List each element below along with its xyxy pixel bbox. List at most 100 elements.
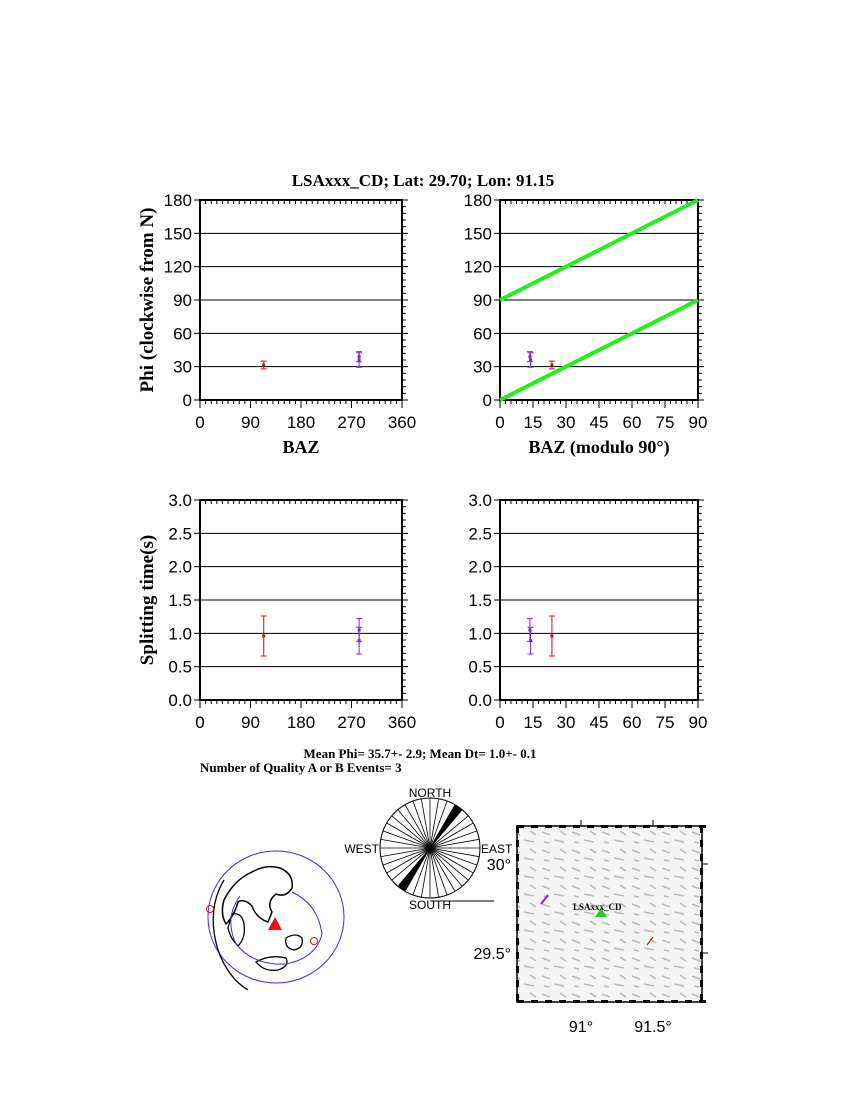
- x-tick-label: 180: [287, 413, 315, 432]
- data-point: [262, 634, 266, 638]
- x-tick-label: 0: [195, 713, 204, 732]
- station-label: LSAxxx_CD: [573, 902, 622, 912]
- station-marker: [268, 917, 282, 930]
- relief-background: [517, 826, 702, 1002]
- rose-diagram: NORTH SOUTH EAST WEST: [344, 786, 513, 912]
- event-marker: [206, 905, 214, 913]
- y-axis-label: Splitting time(s): [137, 535, 158, 665]
- data-point: [550, 363, 554, 367]
- x-tick-label: 180: [287, 713, 315, 732]
- rose-west-label: WEST: [344, 842, 379, 856]
- y-tick-label: 0.0: [168, 691, 192, 710]
- x-tick-label: 90: [689, 713, 708, 732]
- x-tick-label: 0: [495, 413, 504, 432]
- data-point: [357, 358, 361, 362]
- x-tick-label: 45: [590, 713, 609, 732]
- plot-frame: [499, 499, 699, 701]
- split-bar-red: [646, 936, 654, 946]
- globe-map: [206, 850, 345, 991]
- plot-phi_vs_baz: 0 30 60 90 120 150 180 0 90 180 270 360 BAZ Phi (cloc…: [137, 191, 416, 457]
- y-axis-label: Phi (clockwise from N): [137, 208, 158, 393]
- x-tick-label: 60: [623, 713, 642, 732]
- rose-north-label: NORTH: [409, 786, 451, 800]
- y-tick-label: 180: [164, 191, 192, 210]
- plot-dt_vs_baz_mod90: 0.0 0.5 1.0 1.5 2.0 2.5 3.0 0 15 30 45 60 75 90: [468, 491, 707, 732]
- y-tick-label: 0.5: [168, 658, 192, 677]
- x-tick-label: 90: [241, 713, 260, 732]
- y-tick-label: 3.0: [168, 491, 192, 510]
- null-direction-line: [499, 198, 699, 302]
- continent-australia: [285, 934, 303, 951]
- x-tick-label: 0: [195, 413, 204, 432]
- y-tick-label: 0: [483, 391, 492, 410]
- rose-spoke: [420, 798, 440, 898]
- y-tick-label: 90: [173, 291, 192, 310]
- x-tick-label: 360: [388, 713, 416, 732]
- y-tick-label: 2.0: [468, 558, 492, 577]
- plot-dt_vs_baz: 0.0 0.5 1.0 1.5 2.0 2.5 3.0 0 90 180 270 360 Splitti…: [137, 491, 416, 732]
- data-point: [528, 628, 532, 632]
- x-tick-label: 0: [495, 713, 504, 732]
- data-point: [529, 639, 533, 643]
- null-direction-line: [499, 298, 699, 402]
- station-map: 91° 91.5° 30° 29.5° LSAxxx_CD: [473, 820, 708, 1036]
- mean-summary: Mean Phi= 35.7+- 2.9; Mean Dt= 1.0+- 0.1: [304, 746, 537, 761]
- y-tick-label: 60: [473, 324, 492, 343]
- y-tick-label: 1.5: [468, 591, 492, 610]
- y-tick-label: 2.5: [168, 524, 192, 543]
- y-tick-label: 2.5: [468, 524, 492, 543]
- figure-title: LSAxxx_CD; Lat: 29.70; Lon: 91.15: [292, 171, 555, 190]
- data-point: [529, 358, 533, 362]
- lat-tick-label: 30°: [487, 857, 511, 874]
- event-marker: [310, 937, 318, 945]
- plot-phi_vs_baz_mod90: 0 30 60 90 120 150 180 0 15 30 45 60 75 90 BAZ (modulo…: [464, 191, 708, 458]
- globe-outline: [207, 850, 345, 984]
- rose-east-label: EAST: [481, 842, 513, 856]
- y-tick-label: 1.0: [168, 624, 192, 643]
- x-tick-label: 30: [557, 413, 576, 432]
- x-tick-label: 75: [656, 713, 675, 732]
- y-tick-label: 60: [173, 324, 192, 343]
- plate-boundary: [230, 891, 323, 965]
- y-tick-label: 150: [164, 224, 192, 243]
- continent-americas: [212, 879, 249, 991]
- x-axis-label: BAZ: [282, 437, 319, 457]
- x-tick-label: 360: [388, 413, 416, 432]
- y-tick-label: 30: [473, 358, 492, 377]
- x-tick-label: 270: [337, 413, 365, 432]
- y-tick-label: 180: [464, 191, 492, 210]
- plot-frame: [199, 199, 403, 401]
- x-tick-label: 15: [524, 713, 543, 732]
- map-frame: [516, 825, 703, 1003]
- x-tick-label: 45: [590, 413, 609, 432]
- y-tick-label: 120: [164, 258, 192, 277]
- x-tick-label: 270: [337, 713, 365, 732]
- rose-petal: [430, 804, 463, 848]
- y-tick-label: 0.5: [468, 658, 492, 677]
- y-tick-label: 0: [183, 391, 192, 410]
- y-tick-label: 120: [464, 258, 492, 277]
- rose-south-label: SOUTH: [409, 898, 451, 912]
- x-tick-label: 30: [557, 713, 576, 732]
- x-axis-label: BAZ (modulo 90°): [528, 437, 669, 458]
- lon-tick-label: 91.5°: [634, 1019, 672, 1036]
- split-bar-purple: [540, 894, 549, 905]
- data-point: [262, 363, 266, 367]
- rose-petal: [397, 848, 430, 892]
- event-count: Number of Quality A or B Events= 3: [200, 760, 402, 775]
- y-tick-label: 2.0: [168, 558, 192, 577]
- lon-tick-label: 91°: [569, 1019, 593, 1036]
- data-point: [550, 634, 554, 638]
- y-tick-label: 150: [464, 224, 492, 243]
- y-tick-label: 1.5: [168, 591, 192, 610]
- y-tick-label: 3.0: [468, 491, 492, 510]
- plot-frame: [199, 499, 403, 701]
- y-tick-label: 0.0: [468, 691, 492, 710]
- x-tick-label: 90: [241, 413, 260, 432]
- x-tick-label: 75: [656, 413, 675, 432]
- lat-tick-label: 29.5°: [473, 946, 511, 963]
- data-point: [528, 355, 532, 359]
- continent-asia: [221, 865, 293, 926]
- x-tick-label: 60: [623, 413, 642, 432]
